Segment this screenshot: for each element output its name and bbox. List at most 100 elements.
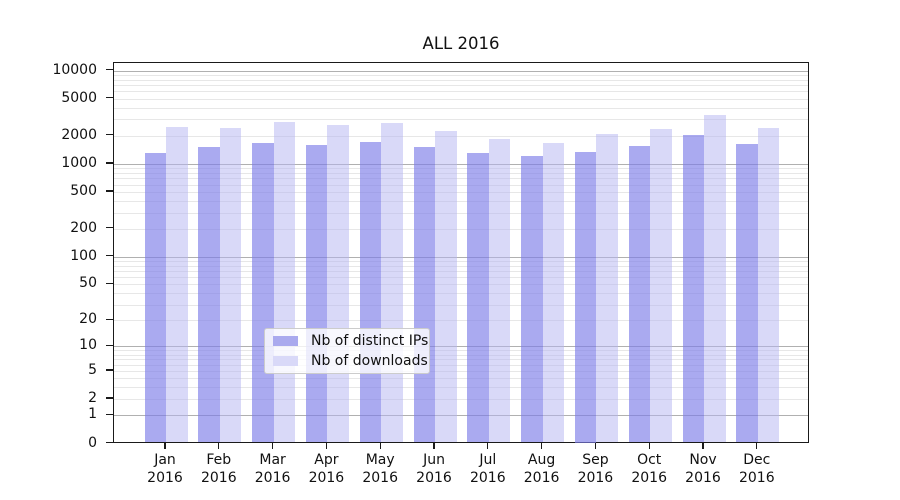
x-axis-tick-label: May 2016 — [362, 452, 398, 486]
x-axis-tick-label: Sep 2016 — [577, 452, 614, 486]
gridline-minor — [114, 119, 808, 121]
bar-nb-of-distinct-ips-may — [359, 142, 382, 443]
bar-nb-of-distinct-ips-oct — [628, 145, 651, 443]
bar-nb-of-downloads-jun — [435, 131, 457, 443]
y-axis-tick — [106, 190, 113, 192]
bar-nb-of-downloads-mar — [273, 121, 296, 443]
bar-nb-of-downloads-aug — [542, 142, 565, 443]
gridline-major — [114, 256, 808, 258]
x-axis-tick-label: Oct 2016 — [631, 452, 667, 486]
gridline-minor — [114, 135, 808, 137]
gridline-minor — [114, 304, 808, 306]
gridline-minor — [114, 399, 808, 400]
y-axis-tick-label: 20 — [79, 311, 97, 328]
x-axis-tick — [702, 442, 704, 449]
x-axis-tick-label: Jun 2016 — [416, 452, 452, 486]
x-axis-tick-label: Aug 2016 — [523, 452, 560, 486]
legend-label-distinct-ips: Nb of distinct IPs — [311, 333, 429, 349]
gridline-minor — [114, 178, 808, 180]
x-axis-tick-label: Jan 2016 — [147, 452, 183, 486]
x-axis-tick — [271, 442, 274, 449]
y-axis-tick — [106, 162, 113, 164]
y-axis-tick-label: 2 — [88, 390, 97, 406]
y-axis-tick — [106, 69, 113, 71]
bar-nb-of-distinct-ips-aug — [521, 155, 543, 443]
bar-nb-of-downloads-oct — [650, 128, 672, 443]
gridline-major — [114, 346, 808, 348]
gridline-minor — [114, 260, 808, 262]
gridline-major — [114, 415, 808, 417]
gridline-minor — [114, 265, 808, 267]
gridline-minor — [114, 378, 808, 380]
gridline-minor — [114, 277, 808, 279]
gridline-minor — [114, 200, 808, 202]
y-axis-tick-label: 0 — [88, 434, 97, 451]
bar-nb-of-distinct-ips-jan — [144, 152, 166, 443]
bar-nb-of-downloads-apr — [327, 124, 349, 443]
legend-swatch-downloads — [273, 355, 298, 367]
y-axis-tick — [106, 397, 113, 399]
bar-nb-of-distinct-ips-dec — [736, 143, 758, 443]
y-axis-tick — [106, 282, 113, 285]
gridline-minor — [114, 359, 808, 361]
x-axis-tick — [756, 442, 758, 449]
gridline-minor — [114, 212, 808, 214]
bar-nb-of-distinct-ips-jul — [467, 153, 489, 443]
y-axis-tick-label: 5000 — [61, 89, 97, 106]
gridline-minor — [114, 184, 808, 186]
bar-nb-of-downloads-feb — [219, 127, 242, 443]
gridline-minor — [114, 387, 808, 389]
x-axis-tick — [594, 442, 597, 449]
gridline-minor — [114, 172, 808, 174]
y-axis-tick — [106, 413, 113, 416]
x-axis-tick — [218, 442, 220, 449]
x-axis-tick — [648, 442, 650, 449]
x-axis-tick-label: Feb 2016 — [200, 452, 237, 486]
bar-nb-of-downloads-jan — [166, 126, 188, 443]
bar-nb-of-distinct-ips-nov — [682, 135, 704, 443]
gridline-major — [114, 163, 808, 165]
y-axis-tick — [106, 344, 113, 347]
legend-swatch-distinct-ips — [273, 335, 298, 347]
y-axis-tick — [106, 227, 113, 229]
x-axis-tick — [325, 442, 328, 449]
bar-nb-of-distinct-ips-jun — [413, 146, 435, 443]
y-axis-tick-label: 1 — [88, 406, 97, 423]
gridline-minor — [114, 364, 808, 366]
y-axis-tick-label: 500 — [70, 182, 97, 199]
y-axis-tick-label: 10 — [79, 337, 97, 354]
bar-nb-of-distinct-ips-mar — [252, 143, 274, 443]
y-axis-tick-label: 50 — [79, 275, 97, 292]
gridline-minor — [114, 371, 808, 372]
x-axis-tick-label: Apr 2016 — [308, 452, 345, 486]
x-axis-tick-label: Dec 2016 — [738, 452, 775, 486]
gridline-minor — [114, 75, 808, 76]
bar-nb-of-downloads-may — [381, 122, 403, 443]
gridline-minor — [114, 191, 808, 193]
gridline-minor — [114, 168, 808, 170]
y-axis-tick-label: 200 — [70, 219, 97, 236]
y-axis-tick — [106, 369, 113, 371]
y-axis-tick — [106, 318, 113, 320]
bar-nb-of-distinct-ips-sep — [574, 152, 597, 443]
gridline-minor — [114, 98, 808, 100]
legend-item-distinct-ips: Nb of distinct IPs — [273, 333, 428, 349]
x-axis-tick — [487, 442, 489, 449]
gridline-minor — [114, 85, 808, 87]
gridline-minor — [114, 293, 808, 295]
y-axis-tick-label: 100 — [70, 247, 97, 264]
legend-label-downloads: Nb of downloads — [311, 353, 428, 369]
bar-nb-of-downloads-jul — [488, 139, 511, 443]
gridline-minor — [114, 91, 808, 93]
legend: Nb of distinct IPs Nb of downloads — [264, 328, 430, 374]
x-axis-tick — [433, 442, 435, 449]
bar-nb-of-downloads-nov — [704, 115, 726, 443]
x-axis-tick — [379, 442, 381, 449]
chart-title: ALL 2016 — [422, 34, 500, 53]
bar-nb-of-downloads-dec — [757, 127, 780, 443]
bar-nb-of-distinct-ips-apr — [305, 144, 328, 443]
y-axis-tick-label: 5 — [88, 362, 97, 378]
gridline-minor — [114, 79, 808, 81]
gridline-minor — [114, 271, 808, 272]
